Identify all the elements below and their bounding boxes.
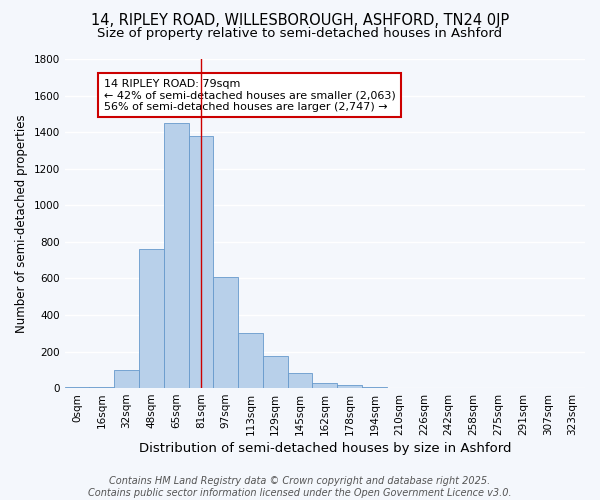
Bar: [214, 276, 238, 388]
Bar: [287, 372, 313, 388]
Bar: [337, 386, 362, 388]
Bar: [65, 387, 89, 388]
Bar: [263, 356, 287, 388]
X-axis label: Distribution of semi-detached houses by size in Ashford: Distribution of semi-detached houses by …: [139, 442, 511, 455]
Bar: [238, 333, 263, 388]
Bar: [313, 384, 337, 388]
Bar: [139, 249, 164, 388]
Bar: [114, 370, 139, 388]
Y-axis label: Number of semi-detached properties: Number of semi-detached properties: [15, 114, 28, 333]
Bar: [164, 123, 188, 388]
Bar: [188, 136, 214, 388]
Text: Size of property relative to semi-detached houses in Ashford: Size of property relative to semi-detach…: [97, 28, 503, 40]
Text: Contains HM Land Registry data © Crown copyright and database right 2025.
Contai: Contains HM Land Registry data © Crown c…: [88, 476, 512, 498]
Text: 14, RIPLEY ROAD, WILLESBOROUGH, ASHFORD, TN24 0JP: 14, RIPLEY ROAD, WILLESBOROUGH, ASHFORD,…: [91, 12, 509, 28]
Text: 14 RIPLEY ROAD: 79sqm
← 42% of semi-detached houses are smaller (2,063)
56% of s: 14 RIPLEY ROAD: 79sqm ← 42% of semi-deta…: [104, 78, 395, 112]
Bar: [89, 387, 114, 388]
Bar: [362, 387, 387, 388]
